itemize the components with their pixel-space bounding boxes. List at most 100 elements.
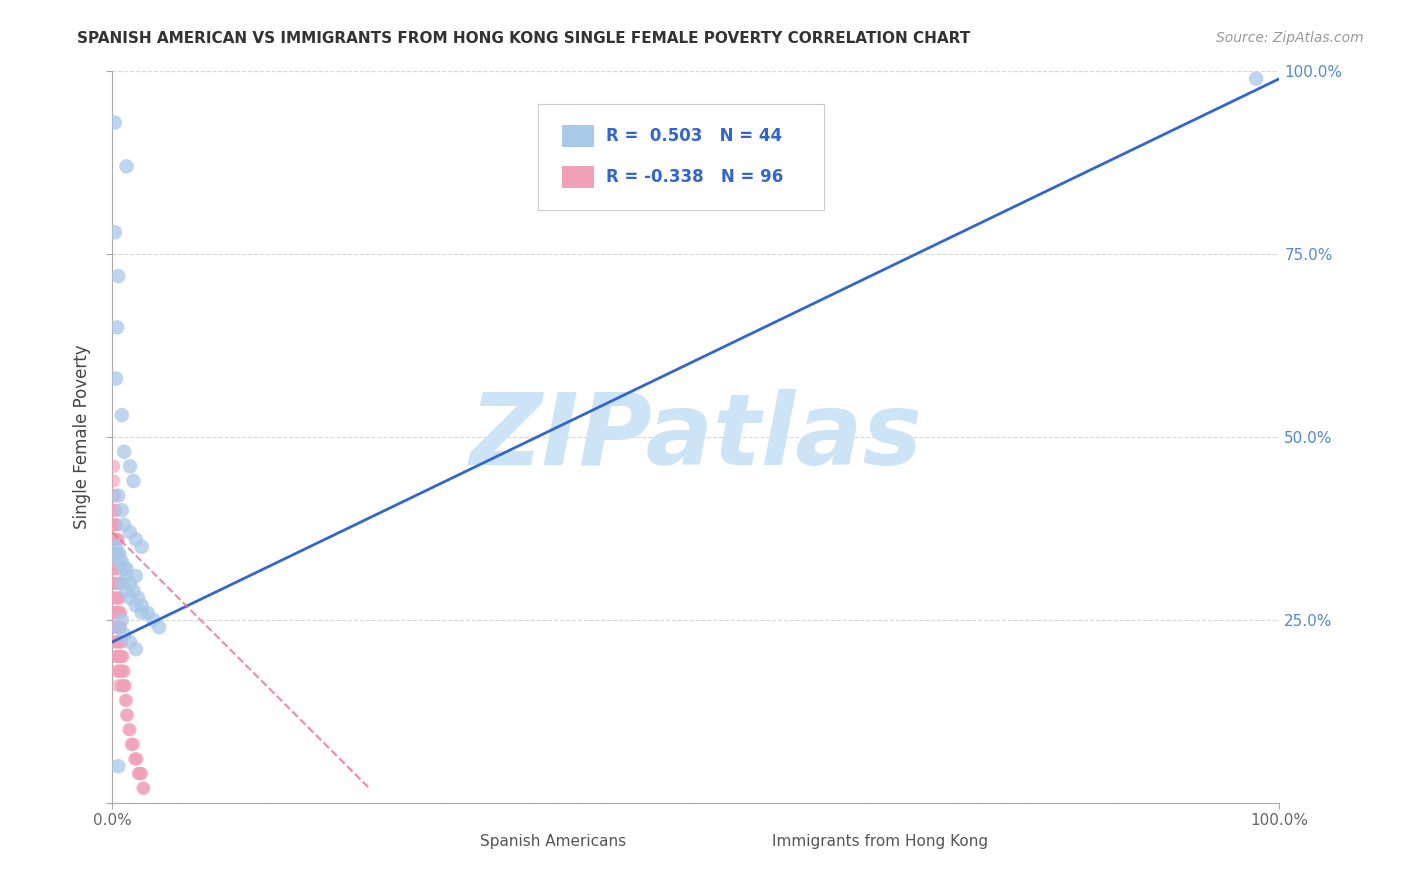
Point xyxy=(104,115,127,129)
Point xyxy=(127,591,149,605)
Point xyxy=(121,737,143,751)
Point xyxy=(103,591,125,605)
FancyBboxPatch shape xyxy=(737,830,762,853)
Point xyxy=(132,781,155,796)
Point xyxy=(104,547,127,561)
Point xyxy=(107,620,129,634)
Point xyxy=(118,525,141,540)
Point xyxy=(103,489,125,503)
Point xyxy=(103,547,125,561)
Point xyxy=(108,620,131,634)
Point xyxy=(112,664,135,678)
Point xyxy=(104,489,127,503)
Point xyxy=(118,723,141,737)
Point xyxy=(125,533,148,547)
Point xyxy=(107,533,129,547)
Point xyxy=(122,474,145,488)
Point xyxy=(105,649,128,664)
Point xyxy=(107,562,129,576)
Point xyxy=(104,547,127,561)
Point xyxy=(104,517,127,532)
Point xyxy=(111,503,134,517)
Y-axis label: Single Female Poverty: Single Female Poverty xyxy=(73,345,91,529)
FancyBboxPatch shape xyxy=(562,167,595,188)
Point xyxy=(104,606,127,620)
Point xyxy=(110,635,132,649)
Point xyxy=(104,540,127,554)
Point xyxy=(103,620,125,634)
Point xyxy=(104,562,127,576)
Point xyxy=(107,635,129,649)
Point xyxy=(131,540,153,554)
Point xyxy=(115,693,138,707)
Point xyxy=(118,723,141,737)
Text: Spanish Americans: Spanish Americans xyxy=(479,834,626,849)
Point xyxy=(104,576,127,591)
Point xyxy=(107,649,129,664)
Point xyxy=(124,752,146,766)
Point xyxy=(104,576,127,591)
Point xyxy=(104,503,127,517)
Point xyxy=(107,679,129,693)
Point xyxy=(114,679,136,693)
Point xyxy=(131,599,153,613)
Point xyxy=(110,649,132,664)
Point xyxy=(105,533,128,547)
Point xyxy=(103,503,125,517)
Text: R = -0.338   N = 96: R = -0.338 N = 96 xyxy=(606,169,783,186)
Text: R =  0.503   N = 44: R = 0.503 N = 44 xyxy=(606,127,782,145)
Point xyxy=(105,635,128,649)
Point xyxy=(104,635,127,649)
Point xyxy=(118,576,141,591)
Point xyxy=(108,547,131,561)
Point xyxy=(104,562,127,576)
Point xyxy=(105,620,128,634)
Point xyxy=(142,613,165,627)
Point xyxy=(107,759,129,773)
Point xyxy=(107,664,129,678)
Point xyxy=(107,547,129,561)
Point xyxy=(104,606,127,620)
Point xyxy=(129,766,152,780)
Point xyxy=(104,620,127,634)
Point xyxy=(103,474,125,488)
Point xyxy=(104,371,127,385)
Point xyxy=(131,766,153,780)
Point xyxy=(104,547,127,561)
Point xyxy=(118,591,141,605)
Point xyxy=(108,649,131,664)
Point xyxy=(131,606,153,620)
Point xyxy=(105,591,128,605)
Point xyxy=(104,635,127,649)
Point xyxy=(107,489,129,503)
Point xyxy=(111,664,134,678)
Point xyxy=(103,576,125,591)
Point xyxy=(115,708,138,723)
Point xyxy=(111,679,134,693)
Text: Immigrants from Hong Kong: Immigrants from Hong Kong xyxy=(772,834,988,849)
Point xyxy=(110,620,132,634)
Point xyxy=(136,606,159,620)
Point xyxy=(108,664,131,678)
Point xyxy=(107,591,129,605)
Point xyxy=(107,620,129,634)
Point xyxy=(108,635,131,649)
FancyBboxPatch shape xyxy=(562,125,595,146)
Point xyxy=(103,517,125,532)
Point xyxy=(103,562,125,576)
Point xyxy=(104,591,127,605)
Point xyxy=(115,160,138,174)
Point xyxy=(104,591,127,605)
Point xyxy=(105,517,128,532)
Point xyxy=(103,606,125,620)
Point xyxy=(111,408,134,422)
Point xyxy=(108,591,131,605)
Point xyxy=(117,708,139,723)
Point xyxy=(107,606,129,620)
Point xyxy=(115,569,138,583)
Point xyxy=(111,664,134,678)
Point xyxy=(111,613,134,627)
Point xyxy=(148,620,170,634)
Point xyxy=(104,620,127,634)
Point xyxy=(118,459,141,474)
